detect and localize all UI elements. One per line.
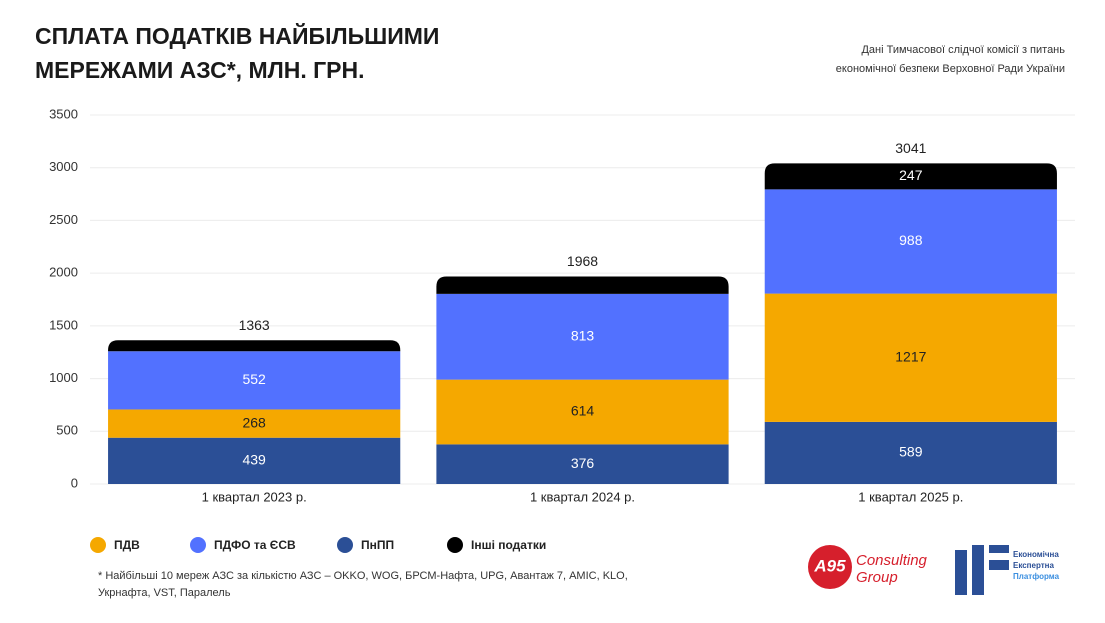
footnote: * Найбільші 10 мереж АЗС за кількістю АЗ… — [98, 570, 628, 582]
y-tick-label: 0 — [71, 475, 78, 490]
total-label: 1363 — [239, 317, 270, 333]
footnote: Укрнафта, VST, Паралель — [98, 587, 231, 599]
legend-label: Інші податки — [471, 538, 546, 552]
y-tick-label: 1500 — [49, 317, 78, 332]
y-tick-label: 2500 — [49, 212, 78, 227]
legend-swatch — [337, 537, 353, 553]
bar-segment — [108, 351, 401, 410]
value-label: 589 — [899, 444, 923, 460]
logo-a95: A95 Consulting Group — [808, 545, 928, 589]
y-tick-label: 1000 — [49, 370, 78, 385]
value-label: 813 — [571, 327, 595, 343]
x-tick-label: 1 квартал 2025 р. — [858, 489, 963, 504]
bar-segment — [436, 293, 729, 380]
value-label: 988 — [899, 232, 923, 248]
value-label: 439 — [242, 452, 266, 468]
legend-label: ПнПП — [361, 538, 394, 552]
bar-segment — [436, 379, 729, 445]
source: економічної безпеки Верховної Ради Украї… — [836, 63, 1065, 75]
bar-segment — [108, 437, 401, 484]
y-tick-label: 3500 — [49, 106, 78, 121]
x-tick-label: 1 квартал 2023 р. — [202, 489, 307, 504]
logo-mark: A95 — [813, 556, 846, 575]
logo-eep: Економічна Експертна Платформа — [955, 545, 1060, 595]
x-tick-label: 1 квартал 2024 р. — [530, 489, 635, 504]
legend-label: ПДВ — [114, 538, 140, 552]
value-label: 552 — [242, 371, 266, 387]
logo-text: Платформа — [1013, 572, 1060, 581]
chart-title: МЕРЕЖАМИ АЗС*, МЛН. ГРН. — [35, 57, 365, 83]
value-label: 247 — [899, 167, 923, 183]
bar-segment — [436, 276, 729, 294]
total-label: 3041 — [895, 140, 926, 156]
bar-segment — [108, 340, 401, 352]
bar-segment — [764, 421, 1057, 484]
logo-text: Consulting — [856, 552, 928, 569]
chart-title: СПЛАТА ПОДАТКІВ НАЙБІЛЬШИМИ — [35, 22, 439, 49]
bar-segment — [764, 189, 1057, 294]
y-tick-label: 3000 — [49, 159, 78, 174]
logo-text: Group — [856, 569, 898, 586]
bar-segment — [108, 409, 401, 438]
logo-text: Експертна — [1013, 561, 1054, 570]
total-label: 1968 — [567, 253, 598, 269]
legend-swatch — [447, 537, 463, 553]
y-tick-label: 500 — [56, 423, 78, 438]
legend-swatch — [190, 537, 206, 553]
value-label: 376 — [571, 455, 595, 471]
logo-text: Економічна — [1013, 550, 1059, 559]
value-label: 268 — [242, 414, 266, 430]
legend-swatch — [90, 537, 106, 553]
value-label: 614 — [571, 403, 595, 419]
legend-label: ПДФО та ЄСВ — [214, 538, 296, 552]
bar-segment — [436, 444, 729, 484]
bar-segment — [764, 293, 1057, 422]
y-tick-label: 2000 — [49, 265, 78, 280]
source: Дані Тимчасової слідчої комісії з питань — [861, 44, 1065, 56]
bar-segment — [764, 163, 1057, 190]
value-label: 1217 — [895, 348, 926, 364]
